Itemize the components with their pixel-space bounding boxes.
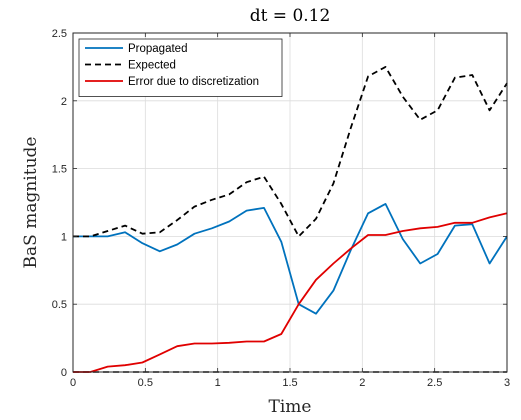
series-line-2 (73, 212, 508, 373)
chart-title: dt = 0.12 (250, 6, 331, 26)
y-tick-label: 0 (61, 367, 67, 379)
x-tick-label: 2.5 (427, 377, 442, 389)
y-axis-label: BaS magnitude (21, 137, 41, 269)
y-tick-label: 2.5 (52, 28, 67, 40)
legend-label-2: Error due to discretization (128, 76, 259, 88)
y-tick-label: 1.5 (52, 164, 67, 176)
series-line-0 (73, 202, 508, 315)
x-tick-label: 0 (70, 377, 76, 389)
legend-label-0: Propagated (128, 43, 187, 55)
legend-items: Propagated Expected Error due to discretiz… (85, 43, 259, 88)
legend-label-1: Expected (128, 60, 176, 72)
x-tick-label: 1 (215, 377, 221, 389)
x-tick-label: 0.5 (138, 377, 153, 389)
series-line-1 (73, 66, 508, 238)
axis-ticks: 0 0.5 1 1.5 2 2.5 3 0 0.5 1 1.5 2 2.5 (52, 28, 510, 389)
x-tick-label: 2 (359, 377, 365, 389)
y-tick-label: 2 (61, 96, 67, 108)
x-tick-label: 3 (504, 377, 510, 389)
x-tick-label: 1.5 (282, 377, 297, 389)
x-axis-label: Time (269, 397, 312, 417)
legend: Propagated Expected Error due to discretiz… (78, 38, 283, 97)
y-tick-label: 1 (61, 231, 67, 243)
y-tick-label: 0.5 (52, 299, 67, 311)
